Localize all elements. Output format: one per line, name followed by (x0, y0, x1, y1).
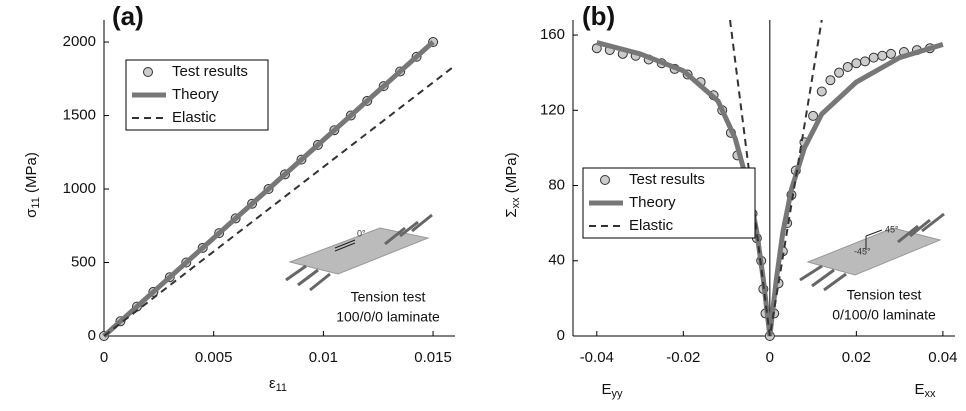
angle-label: -45° (854, 246, 871, 256)
theory-line (102, 40, 435, 338)
x-tick-label: -0.02 (666, 349, 700, 366)
data-point (825, 75, 836, 86)
x-axis-label: Exx (914, 381, 936, 400)
data-point (834, 67, 845, 78)
y-tick-label: 1500 (63, 107, 96, 124)
y-tick-label: 160 (540, 26, 565, 43)
y-tick-label: 0 (88, 327, 96, 344)
panel-label: (a) (112, 1, 144, 31)
data-point (885, 48, 896, 59)
specimen-inset (799, 212, 945, 292)
x-tick-label: 0 (100, 349, 108, 366)
angle-label: 0° (357, 228, 366, 238)
data-point (877, 50, 888, 61)
elastic-line (729, 19, 823, 337)
y-tick-label: 1000 (63, 180, 96, 197)
panel-label: (b) (582, 1, 615, 31)
data-point (842, 62, 853, 73)
y-tick-label: 500 (71, 253, 96, 270)
y-axis-label: Σxx (MPa) (503, 152, 522, 217)
annotation: Tension test (847, 287, 922, 303)
x-tick-label: 0 (766, 349, 774, 366)
y-tick-label: 0 (557, 327, 565, 344)
elastic-line (103, 64, 456, 337)
data-point (816, 86, 827, 97)
x-tick-label: 0.005 (195, 349, 233, 366)
legend-marker (143, 67, 153, 77)
annotation: Tension test (351, 289, 426, 305)
x-tick-label: 0.015 (414, 349, 452, 366)
data-point (868, 52, 879, 63)
legend-label: Elastic (172, 109, 217, 126)
y-tick-label: 80 (548, 176, 565, 193)
angle-label: 45° (885, 224, 899, 234)
x-axis-label: Eyy (601, 381, 623, 400)
x-tick-label: 0.02 (842, 349, 871, 366)
annotation: 0/100/0 laminate (832, 307, 936, 323)
x-tick-label: 0.01 (309, 349, 338, 366)
legend-label: Elastic (629, 217, 674, 234)
x-axis-label: ε11 (269, 375, 287, 394)
legend-marker (600, 175, 610, 185)
y-tick-label: 40 (548, 252, 565, 269)
y-tick-label: 2000 (63, 33, 96, 50)
x-tick-label: -0.04 (580, 349, 614, 366)
legend-label: Test results (629, 171, 705, 188)
data-point (808, 110, 819, 121)
annotation: 100/0/0 laminate (336, 309, 440, 325)
y-axis-label: σ11 (MPa) (23, 152, 42, 218)
x-tick-label: 0.04 (928, 349, 957, 366)
specimen-inset (285, 213, 433, 292)
y-tick-label: 120 (540, 101, 565, 118)
legend-label: Test results (172, 63, 248, 80)
data-point (851, 58, 862, 69)
legend-label: Theory (629, 194, 676, 211)
data-point (860, 56, 871, 67)
legend-label: Theory (172, 86, 219, 103)
